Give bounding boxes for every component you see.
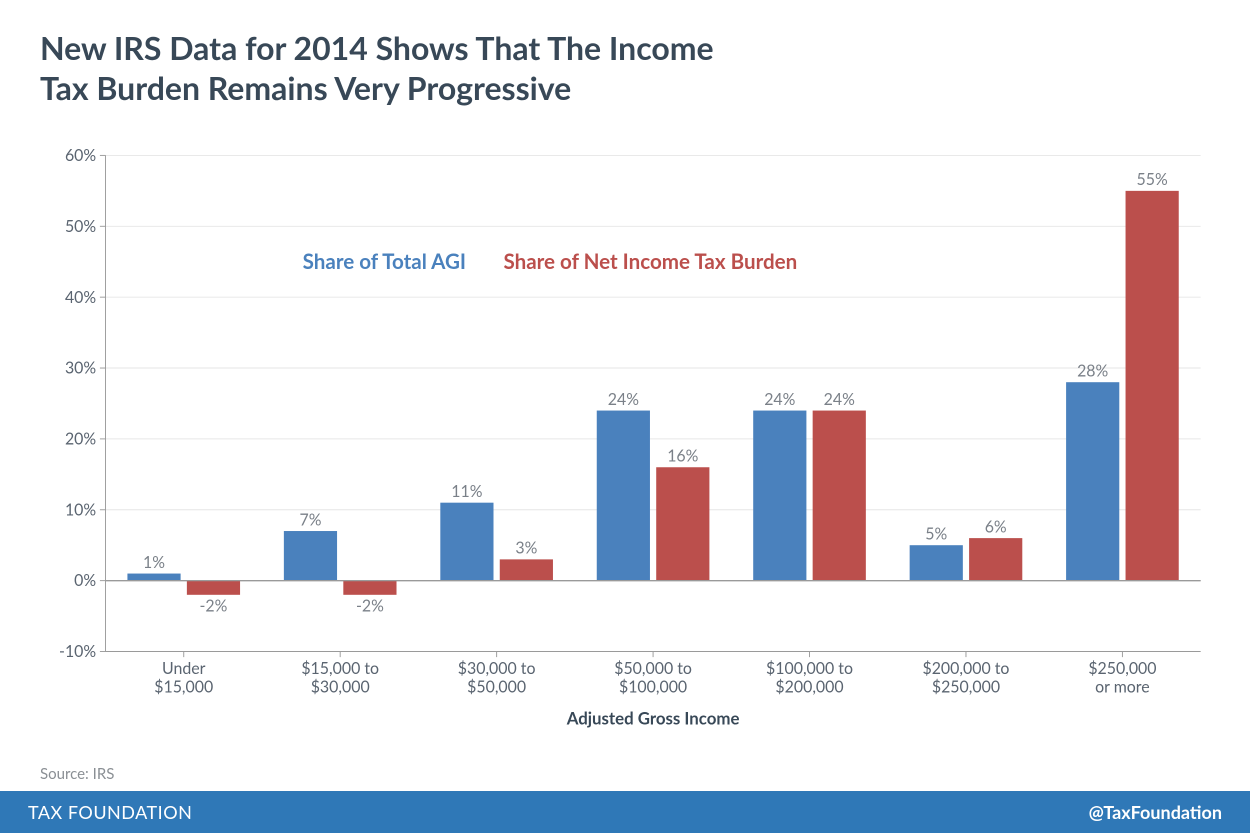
svg-text:$200,000 to: $200,000 to: [922, 659, 1009, 678]
svg-text:3%: 3%: [515, 539, 537, 558]
svg-text:30%: 30%: [65, 359, 96, 378]
svg-text:$200,000: $200,000: [775, 678, 843, 697]
svg-text:24%: 24%: [764, 390, 795, 409]
svg-text:$30,000 to: $30,000 to: [458, 659, 536, 678]
svg-text:10%: 10%: [65, 500, 96, 519]
svg-text:Share of Total AGI: Share of Total AGI: [303, 250, 466, 274]
svg-text:Share of Net Income Tax Burden: Share of Net Income Tax Burden: [503, 250, 797, 274]
footer-handle: @TaxFoundation: [1089, 801, 1222, 823]
svg-text:$100,000: $100,000: [619, 678, 687, 697]
chart-title-line1: New IRS Data for 2014 Shows That The Inc…: [40, 28, 1210, 68]
svg-text:60%: 60%: [65, 146, 96, 165]
svg-text:20%: 20%: [65, 430, 96, 449]
svg-text:$15,000 to: $15,000 to: [301, 659, 379, 678]
svg-text:24%: 24%: [824, 390, 855, 409]
svg-text:-2%: -2%: [200, 597, 228, 616]
svg-text:16%: 16%: [667, 447, 698, 466]
svg-text:11%: 11%: [451, 482, 482, 501]
chart-plot-area: -10% 0% 10% 20% 30% 40% 50% 60% 1% 7% 11% 24% 24% 5% 2…: [0, 118, 1250, 761]
svg-text:or more: or more: [1095, 678, 1150, 697]
svg-text:1%: 1%: [143, 553, 165, 572]
svg-text:50%: 50%: [65, 217, 96, 236]
svg-text:$50,000 to: $50,000 to: [614, 659, 692, 678]
svg-text:$100,000 to: $100,000 to: [766, 659, 853, 678]
footer-bar: TAX FOUNDATION @TaxFoundation: [0, 791, 1250, 833]
source-text: Source: IRS: [40, 765, 1210, 783]
svg-text:7%: 7%: [299, 510, 321, 529]
svg-text:0%: 0%: [74, 571, 96, 590]
chart-title-area: New IRS Data for 2014 Shows That The Inc…: [0, 0, 1250, 118]
svg-text:55%: 55%: [1137, 170, 1168, 189]
svg-text:-2%: -2%: [356, 597, 384, 616]
svg-text:Under: Under: [162, 659, 206, 678]
footer-org: TAX FOUNDATION: [28, 801, 192, 823]
svg-text:5%: 5%: [925, 525, 947, 544]
chart-title-line2: Tax Burden Remains Very Progressive: [40, 68, 1210, 108]
svg-text:24%: 24%: [608, 390, 639, 409]
svg-text:6%: 6%: [985, 517, 1007, 536]
svg-text:$250,000: $250,000: [932, 678, 1000, 697]
svg-text:$30,000: $30,000: [311, 678, 370, 697]
svg-text:-10%: -10%: [59, 642, 96, 661]
svg-text:$250,000: $250,000: [1088, 659, 1156, 678]
bar-chart: -10% 0% 10% 20% 30% 40% 50% 60% 1% 7% 11% 24% 24% 5% 2…: [40, 118, 1210, 761]
svg-text:Adjusted Gross Income: Adjusted Gross Income: [566, 708, 740, 729]
svg-text:28%: 28%: [1077, 362, 1108, 381]
svg-text:$50,000: $50,000: [467, 678, 526, 697]
svg-text:40%: 40%: [65, 288, 96, 307]
source-area: Source: IRS: [0, 761, 1250, 791]
svg-text:$15,000: $15,000: [154, 678, 213, 697]
